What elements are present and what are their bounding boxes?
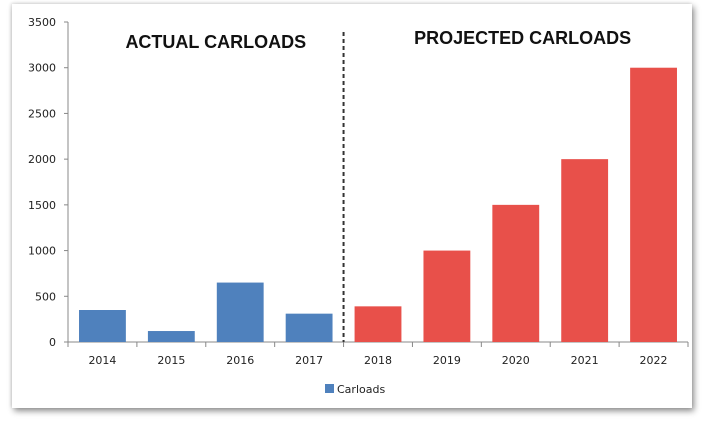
y-tick-label: 2000 [28, 153, 56, 166]
bar-2019 [423, 250, 471, 342]
chart-frame: 0 500 1000 1500 2000 2500 3000 3500 2014 2015 201… [12, 4, 692, 408]
bar-2015 [147, 331, 195, 342]
bar-2022 [630, 67, 677, 342]
y-tick-label: 500 [35, 290, 56, 303]
x-tick-label-2018: 2018 [364, 354, 392, 367]
legend: Carloads [325, 383, 385, 396]
x-tick-label-2014: 2014 [88, 354, 116, 367]
bar-2016 [216, 282, 264, 342]
projected-carloads-annotation: PROJECTED CARLOADS [414, 28, 631, 48]
y-axis: 0 500 1000 1500 2000 2500 3000 3500 [28, 16, 69, 349]
x-tick-label-2020: 2020 [502, 354, 530, 367]
y-tick-label: 3500 [28, 16, 56, 29]
bar-2018 [354, 306, 402, 342]
legend-swatch [325, 384, 334, 393]
x-tick-label-2015: 2015 [157, 354, 185, 367]
legend-label: Carloads [337, 383, 385, 396]
y-tick-label: 2500 [28, 107, 56, 120]
bar-2021 [561, 159, 609, 342]
bar-2020 [492, 204, 540, 342]
bar-2017 [285, 313, 333, 342]
x-tick-label-2022: 2022 [640, 354, 668, 367]
x-tick-label-2019: 2019 [433, 354, 461, 367]
x-tick-label-2016: 2016 [226, 354, 254, 367]
x-tick-label-2017: 2017 [295, 354, 323, 367]
x-axis: 2014 2015 2016 2017 2018 2019 2020 2021 2022 [67, 341, 689, 367]
y-tick-label: 1500 [28, 199, 56, 212]
y-tick-label: 3000 [28, 62, 56, 75]
actual-carloads-annotation: ACTUAL CARLOADS [125, 32, 306, 52]
bar-2014 [79, 310, 126, 342]
y-tick-label: 0 [49, 336, 56, 349]
y-tick-label: 1000 [28, 245, 56, 258]
x-tick-label-2021: 2021 [571, 354, 599, 367]
bars [79, 67, 677, 342]
